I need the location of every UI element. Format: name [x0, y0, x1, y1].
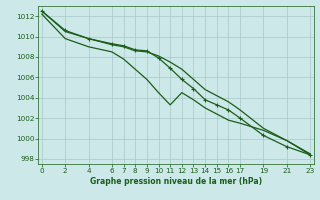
X-axis label: Graphe pression niveau de la mer (hPa): Graphe pression niveau de la mer (hPa) [90, 177, 262, 186]
